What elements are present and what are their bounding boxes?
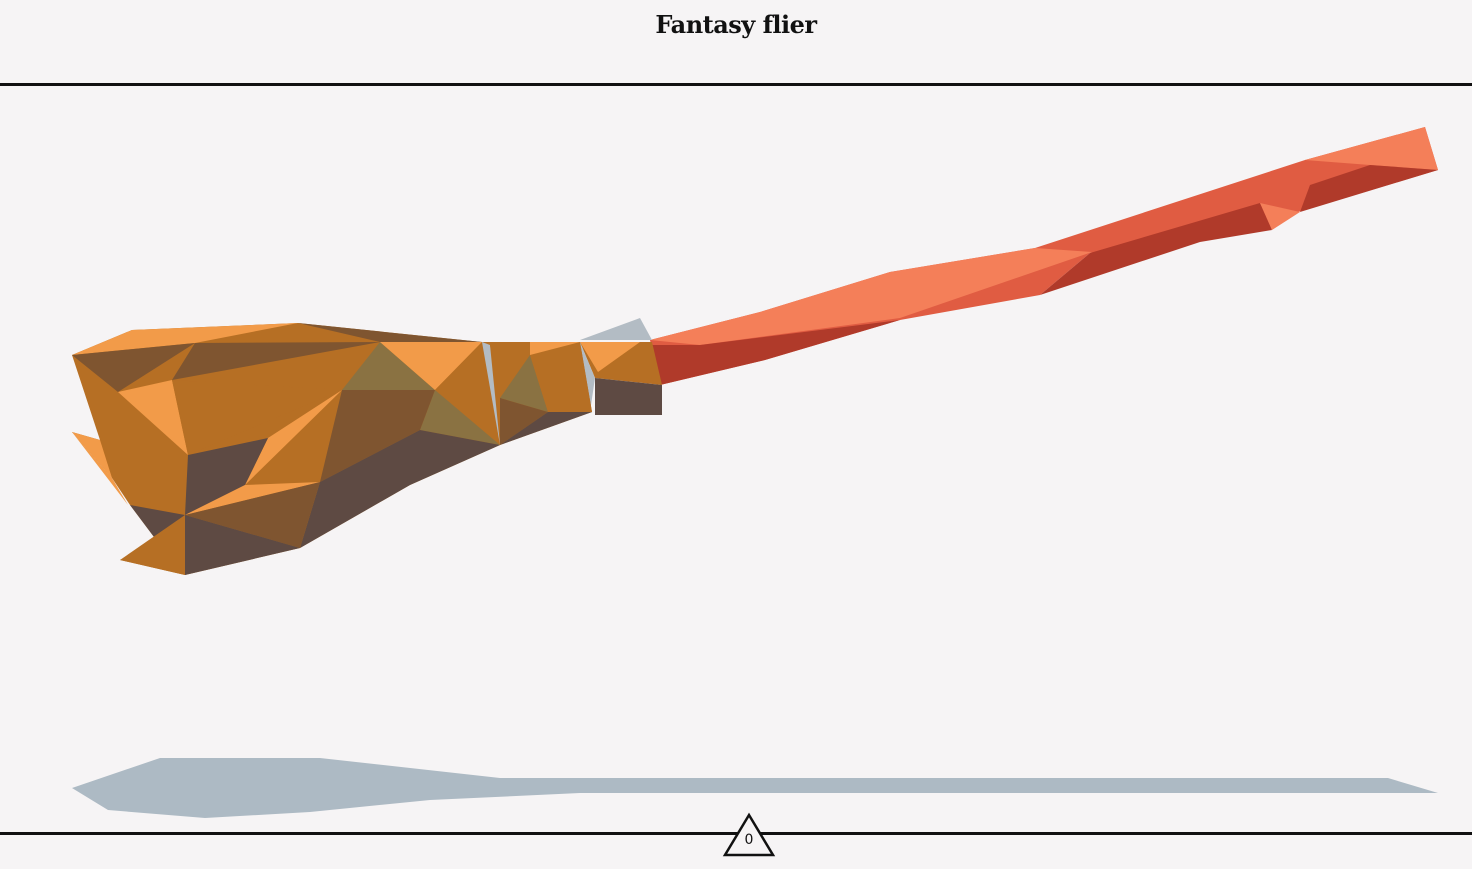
page-title: Fantasy flier (655, 10, 817, 39)
broom-binding (580, 318, 662, 415)
broom-shadow (72, 758, 1438, 818)
broom-handle (650, 127, 1438, 385)
broom-viewer[interactable] (0, 86, 1472, 869)
broom-bristles (72, 323, 592, 575)
marker-label: 0 (744, 832, 754, 848)
triangle-marker-icon (722, 812, 776, 857)
header: Fantasy flier (0, 0, 1472, 86)
broom-model[interactable] (0, 86, 1472, 869)
position-marker-button[interactable]: 0 (722, 812, 776, 858)
timeline-track (0, 832, 1472, 835)
